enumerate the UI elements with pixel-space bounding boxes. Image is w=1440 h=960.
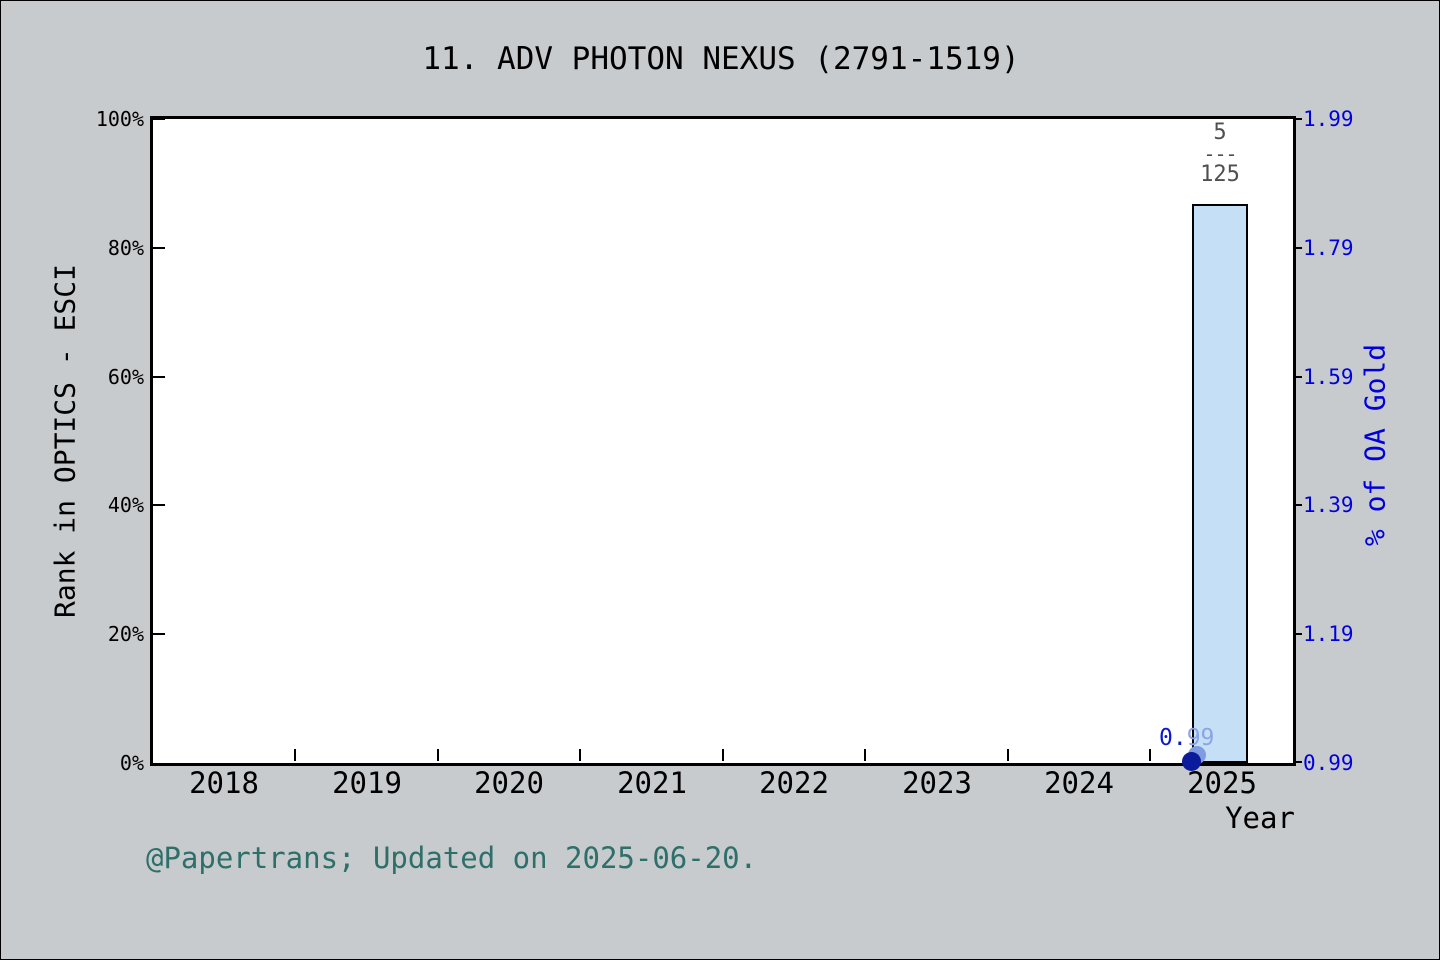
x-axis-title: Year	[1225, 801, 1295, 835]
left-tick-label-80: 80%	[107, 236, 144, 260]
right-tick-label-179: 1.79	[1303, 236, 1354, 260]
oa-gold-point-label-suffix: 99	[1186, 725, 1215, 751]
x-tick-label-2024: 2024	[1044, 766, 1114, 800]
fraction-numerator: 5	[1213, 120, 1227, 145]
x-tick-mark	[864, 749, 866, 761]
x-tick-label-2025: 2025	[1187, 766, 1257, 800]
left-tick-mark	[153, 633, 165, 635]
left-tick-mark	[153, 376, 165, 378]
oa-gold-point	[1182, 752, 1201, 771]
fraction-denominator: 125	[1200, 162, 1240, 187]
right-tick-mark	[1293, 118, 1302, 120]
bar-annotation-fraction: 5 --- 125	[1180, 121, 1260, 187]
x-tick-mark	[1149, 749, 1151, 761]
right-tick-mark	[1293, 761, 1302, 763]
right-tick-label-119: 1.19	[1303, 622, 1354, 646]
right-tick-label-159: 1.59	[1303, 365, 1354, 389]
chart-title: 11. ADV PHOTON NEXUS (2791-1519)	[422, 41, 1020, 77]
x-tick-mark	[579, 749, 581, 761]
left-axis-title: Rank in OPTICS - ESCI	[48, 263, 82, 619]
oa-gold-point-label-prefix: 0.	[1159, 725, 1187, 751]
right-axis-title: % of OA Gold	[1358, 343, 1392, 547]
right-tick-mark	[1293, 633, 1302, 635]
left-tick-label-40: 40%	[107, 493, 144, 517]
right-tick-mark	[1293, 376, 1302, 378]
fraction-rule: ---	[1203, 142, 1237, 166]
x-tick-label-2022: 2022	[759, 766, 829, 800]
x-tick-mark	[722, 749, 724, 761]
right-tick-label-139: 1.39	[1303, 493, 1354, 517]
x-tick-mark	[437, 749, 439, 761]
left-tick-mark	[153, 504, 165, 506]
right-tick-label-099: 0.99	[1303, 751, 1354, 775]
left-tick-label-60: 60%	[107, 365, 144, 389]
right-tick-mark	[1293, 504, 1302, 506]
x-tick-label-2018: 2018	[189, 766, 259, 800]
x-tick-label-2020: 2020	[474, 766, 544, 800]
right-tick-label-199: 1.99	[1303, 107, 1354, 131]
right-tick-mark	[1293, 247, 1302, 249]
left-tick-mark	[153, 247, 165, 249]
footer-credit: @Papertrans; Updated on 2025-06-20.	[146, 841, 758, 875]
oa-gold-point-label: 0.99	[1159, 725, 1214, 751]
x-tick-label-2021: 2021	[617, 766, 687, 800]
left-tick-label-20: 20%	[107, 622, 144, 646]
left-tick-label-0: 0%	[119, 751, 144, 775]
bar-2025	[1192, 204, 1248, 763]
x-tick-mark	[294, 749, 296, 761]
x-tick-label-2023: 2023	[902, 766, 972, 800]
left-tick-label-100: 100%	[95, 107, 144, 131]
x-tick-label-2019: 2019	[332, 766, 402, 800]
left-tick-mark	[153, 118, 165, 120]
x-tick-mark	[1007, 749, 1009, 761]
plot-area	[150, 116, 1296, 766]
